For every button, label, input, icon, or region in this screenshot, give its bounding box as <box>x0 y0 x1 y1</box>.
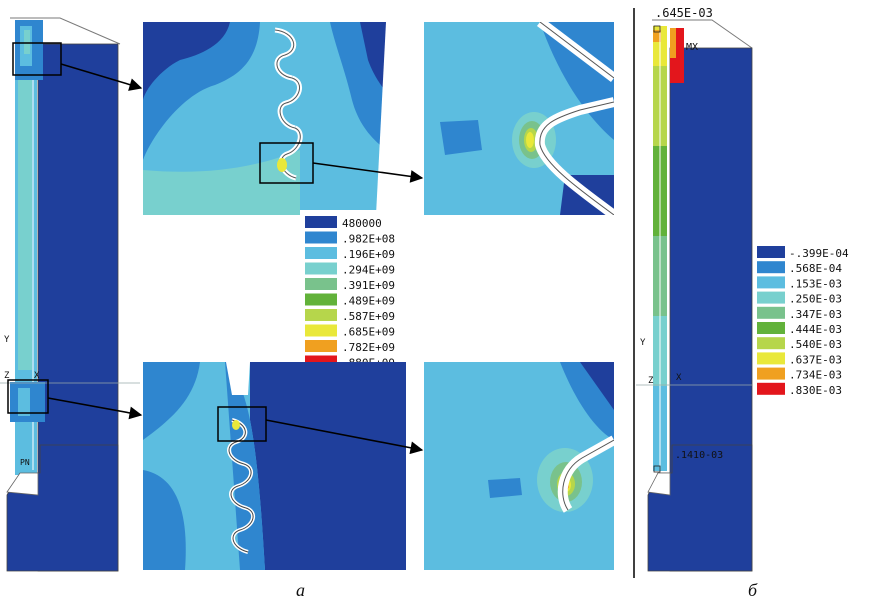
legend-a-label-4: .391E+09 <box>342 279 395 292</box>
legend-b-label-7: .637E-03 <box>789 353 842 366</box>
legend-a-label-8: .782E+09 <box>342 341 395 354</box>
legend-b-label-0: -.399E-04 <box>789 247 849 260</box>
model-a: Y Z X PN <box>0 17 140 572</box>
legend-a-label-6: .587E+09 <box>342 310 395 323</box>
svg-text:Z: Z <box>648 376 654 386</box>
legend-b-swatch-9 <box>757 382 785 395</box>
legend-a-swatch-1 <box>305 231 337 244</box>
legend-a-label-2: .196E+09 <box>342 248 395 261</box>
legend-a-label-7: .685E+09 <box>342 326 395 339</box>
legend-b-swatch-8 <box>757 367 785 380</box>
legend-b-swatch-3 <box>757 291 785 304</box>
svg-text:X: X <box>676 373 682 383</box>
legend-b-label-8: .734E-03 <box>789 369 842 382</box>
max-value-label: .645E-03 <box>655 6 713 20</box>
legend-b-swatch-7 <box>757 352 785 365</box>
zoom-top-thread <box>143 22 406 215</box>
legend-b-swatch-2 <box>757 276 785 289</box>
zoom-top-detail <box>424 22 614 215</box>
caption-b: б <box>748 580 758 600</box>
legend-b-label-9: .830E-03 <box>789 384 842 397</box>
svg-text:Y: Y <box>4 335 10 345</box>
zoom-bottom-thread <box>143 362 406 570</box>
legend-b-label-3: .250E-03 <box>789 293 842 306</box>
caption-a: а <box>296 580 305 600</box>
legend-a: 480000 .982E+08 .196E+09 .294E+09 .391E+09 .4… <box>300 210 415 370</box>
zoom-bottom-detail <box>424 362 614 570</box>
legend-b-label-1: .568E-04 <box>789 262 842 275</box>
model-b: Y Z X MX .1410-03 <box>636 19 753 572</box>
legend-a-swatch-8 <box>305 340 337 352</box>
legend-a-swatch-4 <box>305 278 337 290</box>
legend-b-label-4: .347E-03 <box>789 308 842 321</box>
legend-b-swatch-5 <box>757 322 785 334</box>
legend-a-label-0: 480000 <box>342 217 382 230</box>
legend-a-label-5: .489E+09 <box>342 295 395 308</box>
legend-b-swatch-0 <box>757 246 785 258</box>
legend-b-label-5: .444E-03 <box>789 323 842 336</box>
legend-a-swatch-0 <box>305 216 337 228</box>
svg-text:PN: PN <box>20 458 30 467</box>
legend-b-swatch-1 <box>757 261 785 274</box>
mx-label: MX <box>686 42 698 53</box>
inner-value-label: .1410-03 <box>675 450 723 461</box>
legend-b-swatch-4 <box>757 306 785 319</box>
legend-a-label-1: .982E+08 <box>342 233 395 246</box>
legend-b-label-2: .153E-03 <box>789 277 842 290</box>
svg-text:Z: Z <box>4 371 10 381</box>
legend-b-swatch-6 <box>757 337 785 350</box>
legend-a-label-3: .294E+09 <box>342 264 395 277</box>
legend-a-swatch-3 <box>305 262 337 275</box>
legend-a-swatch-7 <box>305 324 337 337</box>
svg-text:X: X <box>34 371 40 381</box>
legend-b: -.399E-04 .568E-04 .153E-03 .250E-03 .347E-0… <box>757 246 849 397</box>
legend-a-swatch-2 <box>305 247 337 259</box>
legend-a-swatch-6 <box>305 309 337 321</box>
legend-b-label-6: .540E-03 <box>789 338 842 351</box>
legend-a-swatch-5 <box>305 293 337 306</box>
svg-text:Y: Y <box>640 338 646 348</box>
